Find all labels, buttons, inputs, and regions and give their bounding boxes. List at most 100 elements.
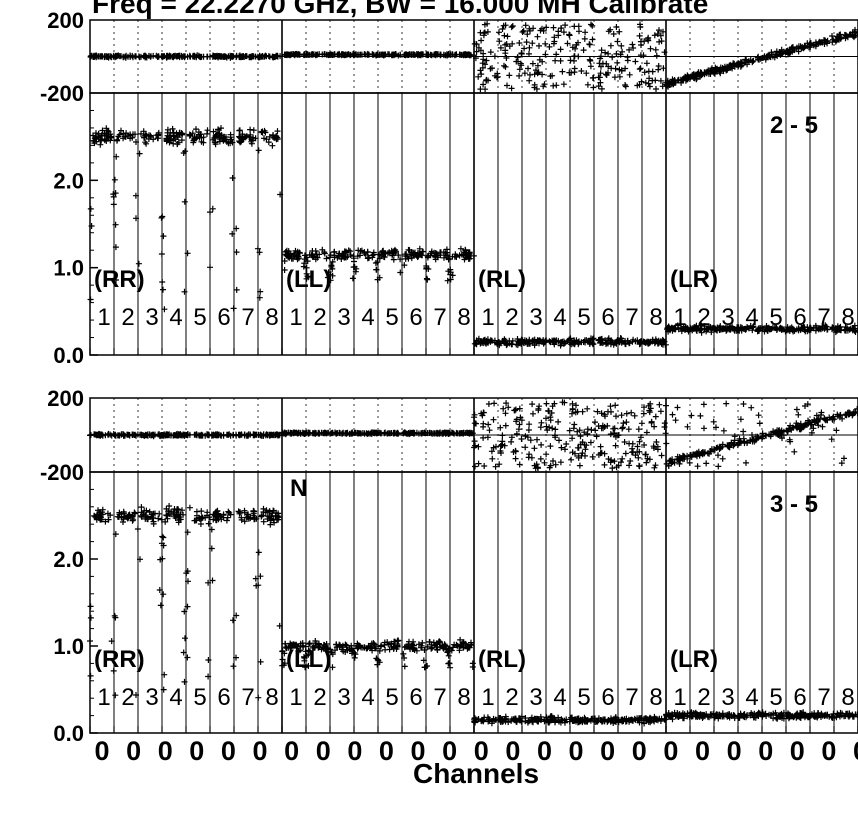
if-label: 4 [745,304,758,331]
if-label: 3 [721,684,734,711]
if-label: 1 [481,304,494,331]
if-label: 5 [193,304,206,331]
x-tick-label: 0 [758,736,773,766]
phase-tick-label: 200 [47,386,84,411]
if-label: 8 [841,304,854,331]
if-label: 5 [769,304,782,331]
x-tick-label: 0 [695,736,710,766]
if-label: 4 [361,304,374,331]
if-label: 1 [673,684,686,711]
if-label: 5 [577,684,590,711]
if-label: 6 [217,684,230,711]
if-label: 1 [289,684,302,711]
if-label: 4 [169,684,182,711]
x-tick-label: 0 [126,736,141,766]
phase-tick-label: -200 [40,81,84,106]
x-tick-label: 0 [442,736,457,766]
if-label: 8 [649,684,662,711]
if-label: 1 [289,304,302,331]
if-label: 5 [769,684,782,711]
if-label: 2 [697,304,710,331]
polarization-label: (RR) [94,266,145,293]
if-label: 6 [793,684,806,711]
if-label: 2 [697,684,710,711]
if-label: 4 [169,304,182,331]
x-tick-label: 0 [316,736,331,766]
x-tick-label: 0 [727,736,742,766]
if-label: 8 [265,304,278,331]
if-label: 2 [121,304,134,331]
x-tick-label: 0 [505,736,520,766]
if-label: 6 [601,684,614,711]
data-points [87,20,858,727]
amp-tick-label: 0.0 [53,343,84,368]
if-label: 6 [409,304,422,331]
phase-tick-label: 200 [47,8,84,33]
if-label: 2 [505,684,518,711]
amp-tick-label: 1.0 [53,256,84,281]
amp-tick-label: 2.0 [53,168,84,193]
polarization-label: (LR) [670,266,718,293]
if-label: 7 [433,684,446,711]
if-label: 8 [265,684,278,711]
x-tick-label: 0 [158,736,173,766]
if-label: 1 [481,684,494,711]
x-tick-label: 0 [379,736,394,766]
if-label: 6 [601,304,614,331]
if-label: 3 [529,304,542,331]
partial-label: N [290,475,307,502]
if-label: 6 [409,684,422,711]
if-label: 4 [745,684,758,711]
x-tick-label: 0 [284,736,299,766]
x-tick-label: 0 [853,736,858,766]
if-label: 7 [625,684,638,711]
x-tick-label: 0 [474,736,489,766]
if-label: 8 [841,684,854,711]
if-label: 7 [817,684,830,711]
if-label: 1 [673,304,686,331]
x-tick-label: 0 [632,736,647,766]
if-label: 5 [385,684,398,711]
if-label: 2 [505,304,518,331]
if-label: 8 [457,304,470,331]
if-label: 3 [337,684,350,711]
if-label: 3 [145,684,158,711]
if-label: 7 [817,304,830,331]
if-label: 3 [145,304,158,331]
x-tick-label: 0 [253,736,268,766]
if-label: 3 [529,684,542,711]
if-label: 5 [385,304,398,331]
polarization-label: (RR) [94,646,145,673]
amp-tick-label: 0.0 [53,721,84,746]
x-axis-label: Channels [413,758,539,789]
x-tick-label: 0 [821,736,836,766]
x-tick-label: 0 [347,736,362,766]
if-label: 5 [577,304,590,331]
if-label: 1 [97,304,110,331]
if-label: 7 [241,684,254,711]
baseline-label: 3 - 5 [770,491,818,518]
if-label: 7 [625,304,638,331]
if-label: 7 [433,304,446,331]
phase-tick-label: -200 [40,460,84,485]
amp-tick-label: 2.0 [53,547,84,572]
x-tick-label: 0 [600,736,615,766]
baseline-label: 2 - 5 [770,112,818,139]
panel-frames [89,19,858,734]
x-tick-labels: 0000000000000000000000000 [94,736,858,766]
x-tick-label: 0 [189,736,204,766]
if-label: 7 [241,304,254,331]
polarization-label: (RL) [478,646,526,673]
if-label: 4 [553,684,566,711]
polarization-label: (LR) [670,646,718,673]
x-tick-label: 0 [790,736,805,766]
polarization-label: (LL) [286,266,331,293]
if-label: 2 [313,304,326,331]
if-label: 2 [313,684,326,711]
chart-title: Freq = 22.2270 GHz, BW = 16.000 MH Calib… [92,0,708,19]
if-label: 6 [217,304,230,331]
x-tick-label: 0 [411,736,426,766]
if-label: 2 [121,684,134,711]
x-tick-label: 0 [569,736,584,766]
